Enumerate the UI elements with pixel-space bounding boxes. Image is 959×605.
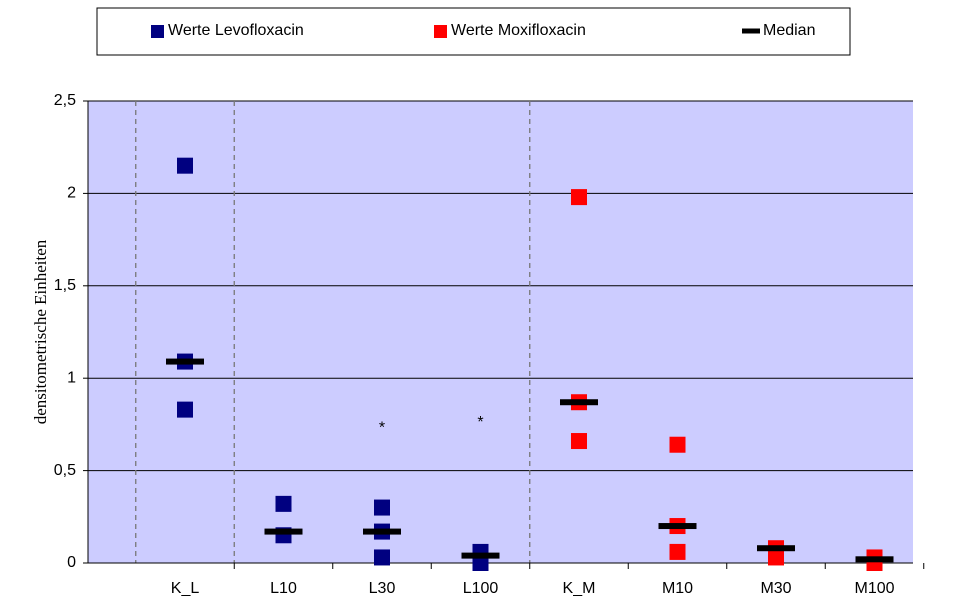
y-axis-label: densitometrische Einheiten [31,239,50,424]
median-mark [461,552,500,559]
y-tick-label: 1 [67,369,76,386]
median-mark [757,545,795,552]
point [472,555,489,571]
point [275,495,292,512]
legend-label: Werte Levofloxacin [168,22,304,39]
point [177,401,193,418]
median-mark [855,556,894,563]
point [768,549,784,566]
legend-box [96,7,851,56]
y-tick-label: 2,5 [54,92,76,109]
median-mark [560,399,598,406]
x-tick-label: K_L [171,580,200,597]
y-tick-label: 0 [67,554,76,571]
median-mark [166,358,204,365]
point [374,549,390,566]
x-tick-label: L10 [270,580,297,597]
annotation: * [477,414,483,431]
point [669,543,686,560]
x-tick-label: K_M [563,580,596,597]
median-mark [658,523,697,530]
median-mark [264,528,303,535]
y-tick-label: 0,5 [54,462,76,479]
point [571,189,587,206]
x-tick-label: M30 [760,580,791,597]
x-tick-label: M100 [854,580,894,597]
legend-swatch [742,28,760,34]
point [374,499,390,516]
median-mark [363,528,401,535]
x-tick-label: L100 [463,580,499,597]
legend-swatch [151,25,164,38]
y-tick-label: 2 [67,185,76,202]
point [177,157,193,174]
legend-label: Werte Moxifloxacin [451,22,586,39]
legend-label: Median [763,22,815,39]
y-tick-label: 1,5 [54,277,76,294]
point [571,433,587,450]
plot-area [88,101,913,563]
point [669,436,686,453]
annotation: * [379,419,385,436]
legend-swatch [434,25,447,38]
x-tick-label: L30 [369,580,396,597]
x-tick-label: M10 [662,580,693,597]
